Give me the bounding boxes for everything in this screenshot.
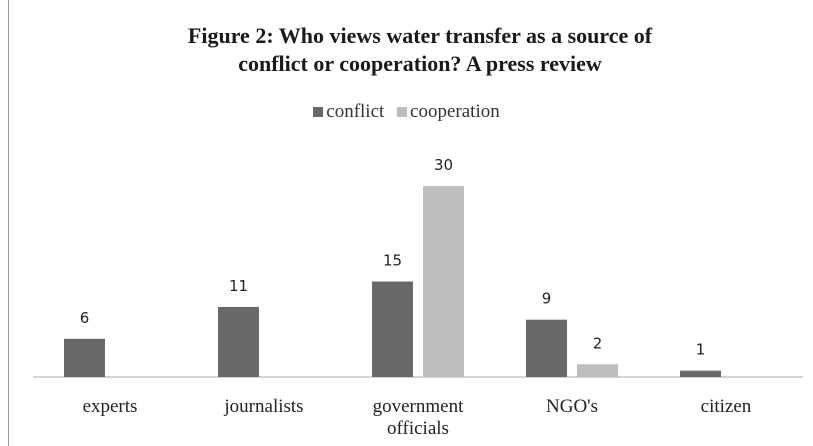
bar-conflict-2 <box>372 281 413 377</box>
left-border-line <box>8 0 9 446</box>
x-tick-label-1-0: journalists <box>223 396 303 417</box>
chart-legend: conflict cooperation <box>0 101 813 123</box>
x-tick-label-4-0: citizen <box>701 396 752 417</box>
legend-item-cooperation: cooperation <box>397 101 500 123</box>
data-label-conflict-2: 15 <box>383 252 402 270</box>
x-tick-label-0-0: experts <box>83 396 138 417</box>
data-label-cooperation-2: 30 <box>434 156 453 174</box>
data-label-cooperation-3: 2 <box>593 334 603 352</box>
chart-title-line-2: conflict or cooperation? A press review <box>238 51 602 76</box>
data-label-conflict-3: 9 <box>542 290 552 308</box>
bar-cooperation-2 <box>423 186 464 377</box>
legend-swatch-conflict <box>313 107 324 117</box>
bar-cooperation-3 <box>577 364 618 377</box>
bar-conflict-3 <box>526 319 567 377</box>
x-tick-label-3-0: NGO's <box>546 396 598 417</box>
bar-conflict-0 <box>64 338 105 377</box>
data-label-conflict-4: 1 <box>696 341 706 359</box>
legend-item-conflict: conflict <box>313 101 384 123</box>
data-label-conflict-0: 6 <box>80 309 90 327</box>
x-tick-label-2-0: government <box>373 396 464 417</box>
data-label-conflict-1: 11 <box>229 277 248 295</box>
bar-conflict-4 <box>680 370 721 377</box>
legend-swatch-cooperation <box>397 107 408 117</box>
bar-conflict-1 <box>218 306 259 377</box>
x-tick-label-2-1: officials <box>387 418 449 439</box>
legend-label-cooperation: cooperation <box>410 101 500 122</box>
legend-label-conflict: conflict <box>326 101 385 122</box>
chart-title-line-1: Figure 2: Who views water transfer as a … <box>187 23 653 48</box>
